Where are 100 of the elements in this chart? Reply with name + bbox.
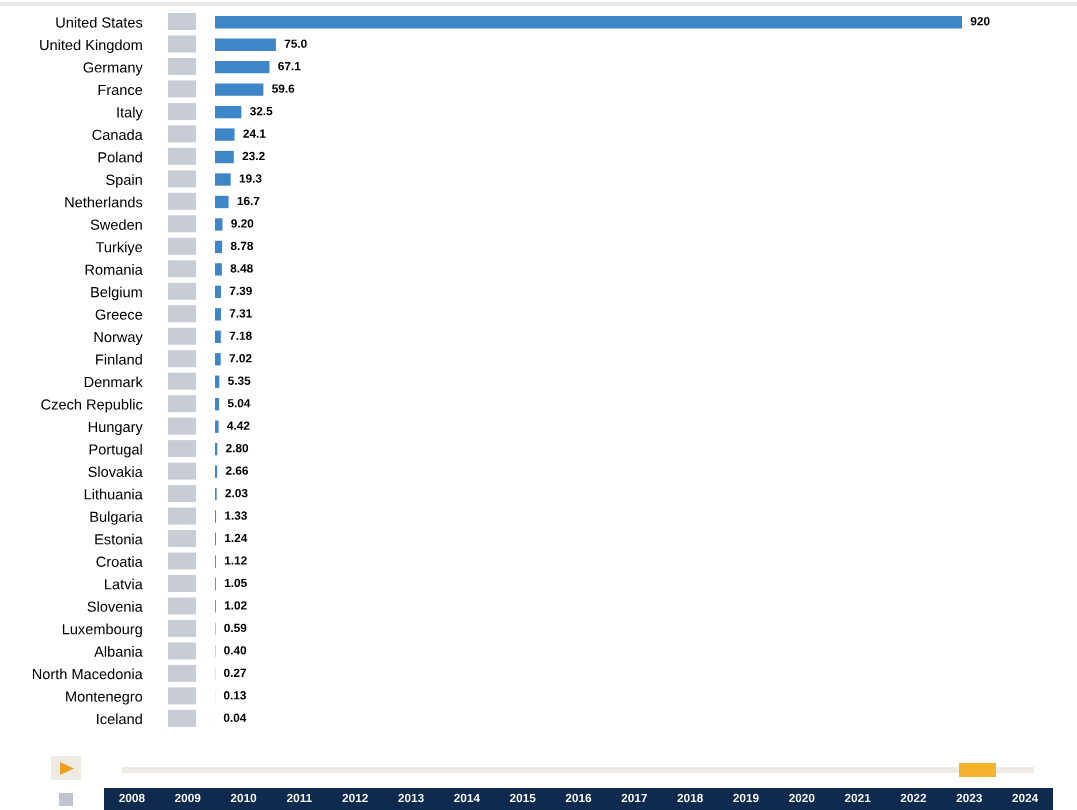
data-label: 7.18 bbox=[229, 331, 252, 340]
y-tick-label: Albania bbox=[94, 646, 143, 657]
data-label: 1.24 bbox=[225, 533, 248, 543]
data-label: 5.04 bbox=[227, 399, 251, 408]
y-tick-label: Portugal bbox=[89, 443, 142, 458]
y-tick-label: Czech Republic bbox=[41, 398, 143, 413]
y-tick-label: Denmark bbox=[84, 376, 143, 388]
y-tick-label: Slovakia bbox=[88, 466, 143, 478]
data-label: 1.02 bbox=[224, 601, 247, 610]
text: 2019 bbox=[733, 793, 759, 803]
y-tick-label: Norway bbox=[94, 332, 143, 346]
y-tick-label: Lithuania bbox=[84, 488, 143, 500]
y-tick-label: Netherlands bbox=[65, 196, 143, 208]
data-label: 7.39 bbox=[229, 286, 252, 296]
text: 2021 bbox=[844, 793, 871, 803]
bar bbox=[215, 308, 221, 321]
data-label: 1.05 bbox=[224, 578, 247, 588]
y-tick-label: Slovenia bbox=[87, 601, 143, 612]
data-label: 2.66 bbox=[225, 466, 249, 475]
y-tick-label: Iceland bbox=[97, 713, 142, 725]
data-label: 7.31 bbox=[229, 309, 252, 318]
data-label: 0.04 bbox=[223, 713, 247, 722]
text: 2010 bbox=[230, 793, 257, 803]
text: 2012 bbox=[342, 793, 368, 803]
bar bbox=[215, 173, 231, 186]
data-label: 7.02 bbox=[229, 354, 252, 363]
y-tick-label: North Macedonia bbox=[32, 668, 143, 680]
y-tick-label: Hungary bbox=[88, 421, 143, 435]
text: 2011 bbox=[286, 793, 312, 803]
data-label: 67.1 bbox=[278, 61, 301, 71]
bar bbox=[215, 128, 235, 141]
y-tick-label: Luxembourg bbox=[62, 623, 142, 638]
bar bbox=[215, 263, 222, 276]
bar bbox=[215, 218, 223, 231]
y-tick-label: Germany bbox=[83, 62, 143, 76]
y-tick-label: Canada bbox=[92, 129, 143, 141]
data-label: 23.2 bbox=[242, 151, 265, 161]
data-label: 1.12 bbox=[224, 556, 247, 565]
text: 2022 bbox=[900, 793, 927, 803]
data-label: 75.0 bbox=[284, 39, 307, 48]
data-label: 0.59 bbox=[224, 623, 247, 633]
y-tick-label: Romania bbox=[85, 264, 143, 275]
text: 2020 bbox=[789, 793, 815, 803]
y-tick-label: Finland bbox=[96, 353, 142, 365]
data-label: 2.80 bbox=[226, 443, 249, 453]
data-label: 920 bbox=[970, 17, 990, 26]
y-tick-label: Turkiye bbox=[95, 241, 143, 256]
bar bbox=[215, 420, 219, 433]
data-label: 24.1 bbox=[243, 129, 266, 138]
text: 2024 bbox=[1012, 793, 1039, 803]
data-label: 4.42 bbox=[227, 421, 250, 430]
y-tick-label: Poland bbox=[98, 151, 142, 163]
data-label: 19.3 bbox=[239, 174, 262, 183]
y-tick-label: Spain bbox=[106, 174, 142, 188]
data-label: 32.5 bbox=[249, 106, 273, 116]
text: 2017 bbox=[621, 793, 647, 803]
text: 2023 bbox=[956, 793, 982, 803]
y-tick-label: Croatia bbox=[96, 556, 143, 567]
y-tick-label: Montenegro bbox=[66, 691, 143, 705]
bar bbox=[215, 83, 264, 96]
y-tick-label: United Kingdom bbox=[40, 39, 142, 54]
data-label: 2.03 bbox=[225, 488, 248, 498]
bar bbox=[215, 285, 221, 299]
data-label: 0.27 bbox=[224, 668, 247, 677]
data-label: 16.7 bbox=[237, 196, 260, 206]
bar bbox=[215, 105, 242, 119]
y-tick-label: Greece bbox=[95, 309, 143, 320]
text: 2018 bbox=[677, 793, 703, 803]
data-label: 0.13 bbox=[223, 691, 246, 700]
data-label: 1.33 bbox=[225, 511, 247, 520]
data-label: 8.78 bbox=[230, 241, 254, 251]
bar bbox=[215, 38, 276, 51]
data-label: 0.40 bbox=[224, 646, 247, 655]
y-tick-label: Belgium bbox=[91, 286, 142, 301]
y-tick-label: France bbox=[98, 84, 143, 96]
data-label: 59.6 bbox=[272, 84, 295, 93]
text: 2008 bbox=[119, 793, 145, 803]
bar bbox=[215, 150, 234, 164]
bar bbox=[215, 465, 218, 478]
bar bbox=[215, 16, 962, 29]
y-tick-label: Estonia bbox=[95, 533, 143, 545]
text: 2009 bbox=[175, 793, 201, 803]
data-label: 5.35 bbox=[228, 376, 251, 385]
bar bbox=[215, 353, 221, 366]
text: 2013 bbox=[398, 793, 424, 803]
bar bbox=[215, 398, 220, 411]
bar bbox=[215, 330, 221, 343]
y-tick-label: Italy bbox=[117, 106, 143, 121]
data-label: 8.48 bbox=[230, 264, 253, 273]
text: 2015 bbox=[509, 793, 536, 803]
y-tick-label: Sweden bbox=[90, 219, 142, 230]
bar bbox=[215, 60, 270, 74]
bar bbox=[215, 240, 223, 254]
text: 2016 bbox=[565, 793, 592, 803]
bar bbox=[215, 195, 229, 209]
y-tick-label: Bulgaria bbox=[90, 511, 143, 525]
data-label: 9.20 bbox=[231, 219, 254, 228]
text: 2014 bbox=[454, 793, 480, 803]
y-tick-label: Latvia bbox=[105, 578, 143, 590]
y-tick-label: United States bbox=[56, 16, 143, 28]
